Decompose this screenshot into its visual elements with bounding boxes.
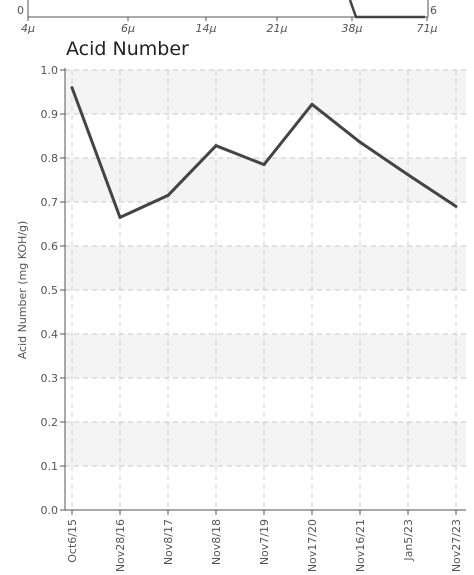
x-tick-label: Nov8/17 [162, 519, 175, 565]
grid-band [65, 334, 466, 378]
top-chart-x-tick-label: 4μ [21, 22, 35, 35]
grid-band [65, 158, 466, 202]
data-point [454, 204, 458, 208]
x-tick-label: Jan5/23 [402, 519, 415, 562]
data-point [214, 144, 218, 148]
top-chart-right-tick-label: 6 [430, 4, 437, 17]
y-tick-label: 0.2 [41, 416, 59, 429]
x-tick-label: Nov7/19 [258, 519, 271, 565]
y-tick-label: 0.9 [41, 108, 59, 121]
x-tick-label: Nov27/23 [450, 519, 463, 571]
x-tick-label: Nov17/20 [306, 519, 319, 571]
top-chart-y-tick-label: 0 [17, 4, 24, 17]
x-tick-label: Nov8/18 [210, 519, 223, 565]
y-tick-label: 0.8 [41, 152, 59, 165]
y-axis-label: Acid Number (mg KOH/g) [16, 221, 29, 360]
top-chart-x-tick-label: 14μ [196, 22, 217, 35]
x-tick-label: Nov28/16 [114, 519, 127, 571]
x-tick-label: Nov16/21 [354, 519, 367, 571]
top-chart-x-tick-label: 21μ [267, 22, 288, 35]
data-point [118, 215, 122, 219]
top-chart-x-tick-label: 38μ [342, 22, 363, 35]
data-point [358, 140, 362, 144]
grid-band [65, 70, 466, 114]
y-tick-label: 0.1 [41, 460, 59, 473]
y-tick-label: 1.0 [41, 64, 59, 77]
data-point [310, 102, 314, 106]
y-tick-label: 0.5 [41, 284, 59, 297]
top-chart-x-tick-label: 6μ [121, 22, 135, 35]
top-chart-x-tick-label: 71μ [417, 22, 438, 35]
x-tick-label: Oct6/15 [66, 519, 79, 563]
y-tick-label: 0.6 [41, 240, 59, 253]
y-tick-label: 0.4 [41, 328, 59, 341]
y-tick-label: 0.3 [41, 372, 59, 385]
data-point [406, 173, 410, 177]
data-point [262, 163, 266, 167]
y-tick-label: 0.7 [41, 196, 59, 209]
chart-title: Acid Number [66, 38, 189, 60]
top-chart-line [348, 0, 425, 19]
grid-band [65, 422, 466, 466]
data-point [70, 86, 74, 90]
grid-band [65, 246, 466, 290]
y-tick-label: 0.0 [41, 504, 59, 517]
data-point [166, 193, 170, 197]
